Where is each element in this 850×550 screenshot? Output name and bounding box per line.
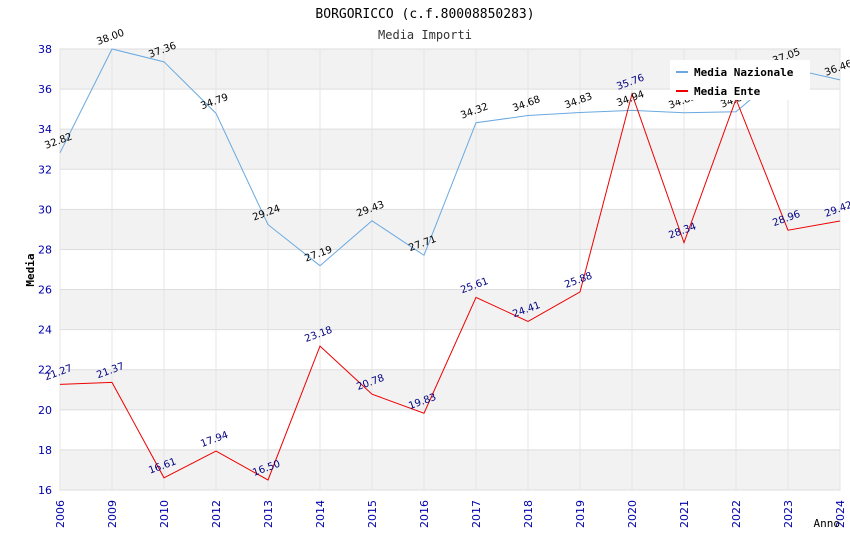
- x-tick-label: 2021: [678, 500, 691, 528]
- series-lines: [59, 48, 841, 481]
- grid-band: [60, 289, 840, 330]
- x-tick-label: 2017: [470, 500, 483, 528]
- x-tick-label: 2006: [54, 500, 67, 528]
- grid-band: [60, 449, 840, 490]
- x-tick-label: 2019: [574, 500, 587, 528]
- legend-item: Media Nazionale: [694, 66, 794, 79]
- y-tick-label: 28: [38, 243, 52, 256]
- x-axis-ticks: 2006 2009 2010 2012 2013 2014 2015 2016 2017 2018…: [54, 500, 847, 528]
- x-tick-label: 2023: [782, 500, 795, 528]
- chart-title: BORGORICCO (c.f.80008850283): [315, 7, 534, 22]
- x-tick-label: 2022: [730, 500, 743, 528]
- x-tick-label: 2009: [106, 500, 119, 528]
- x-tick-label: 2016: [418, 500, 431, 528]
- y-axis-title: Media: [24, 253, 37, 286]
- data-label: 38.00: [95, 28, 126, 48]
- y-tick-label: 24: [38, 324, 52, 337]
- x-tick-label: 2020: [626, 500, 639, 528]
- series-line-media-nazionale: [59, 48, 841, 267]
- x-tick-label: 2012: [210, 500, 223, 528]
- plot-bands: [59, 48, 841, 491]
- legend: Media Nazionale Media Ente: [670, 60, 810, 100]
- y-tick-label: 18: [38, 444, 52, 457]
- y-tick-label: 26: [38, 284, 52, 297]
- y-tick-label: 36: [38, 83, 52, 96]
- x-tick-label: 2015: [366, 500, 379, 528]
- x-tick-label: 2018: [522, 500, 535, 528]
- grid-band: [60, 369, 840, 410]
- y-tick-label: 20: [38, 404, 52, 417]
- grid-band: [60, 129, 840, 170]
- chart-subtitle: Media Importi: [378, 28, 472, 42]
- y-tick-label: 38: [38, 43, 52, 56]
- y-tick-label: 22: [38, 364, 52, 377]
- x-tick-label: 2013: [262, 500, 275, 528]
- x-tick-label: 2010: [158, 500, 171, 528]
- y-tick-label: 30: [38, 203, 52, 216]
- plot-area: [59, 48, 841, 491]
- series-line-media-ente: [59, 92, 841, 481]
- x-tick-label: 2024: [834, 500, 847, 528]
- x-tick-label: 2014: [314, 500, 327, 528]
- y-tick-label: 34: [38, 123, 52, 136]
- grid-band: [60, 209, 840, 250]
- legend-box: [670, 60, 810, 100]
- y-axis-ticks: 16 18 20 22 24 26 28 30 32 34 36 38: [38, 43, 52, 497]
- y-tick-label: 16: [38, 484, 52, 497]
- legend-item: Media Ente: [694, 85, 761, 98]
- x-axis-title: Anno: [814, 517, 841, 530]
- y-tick-label: 32: [38, 163, 52, 176]
